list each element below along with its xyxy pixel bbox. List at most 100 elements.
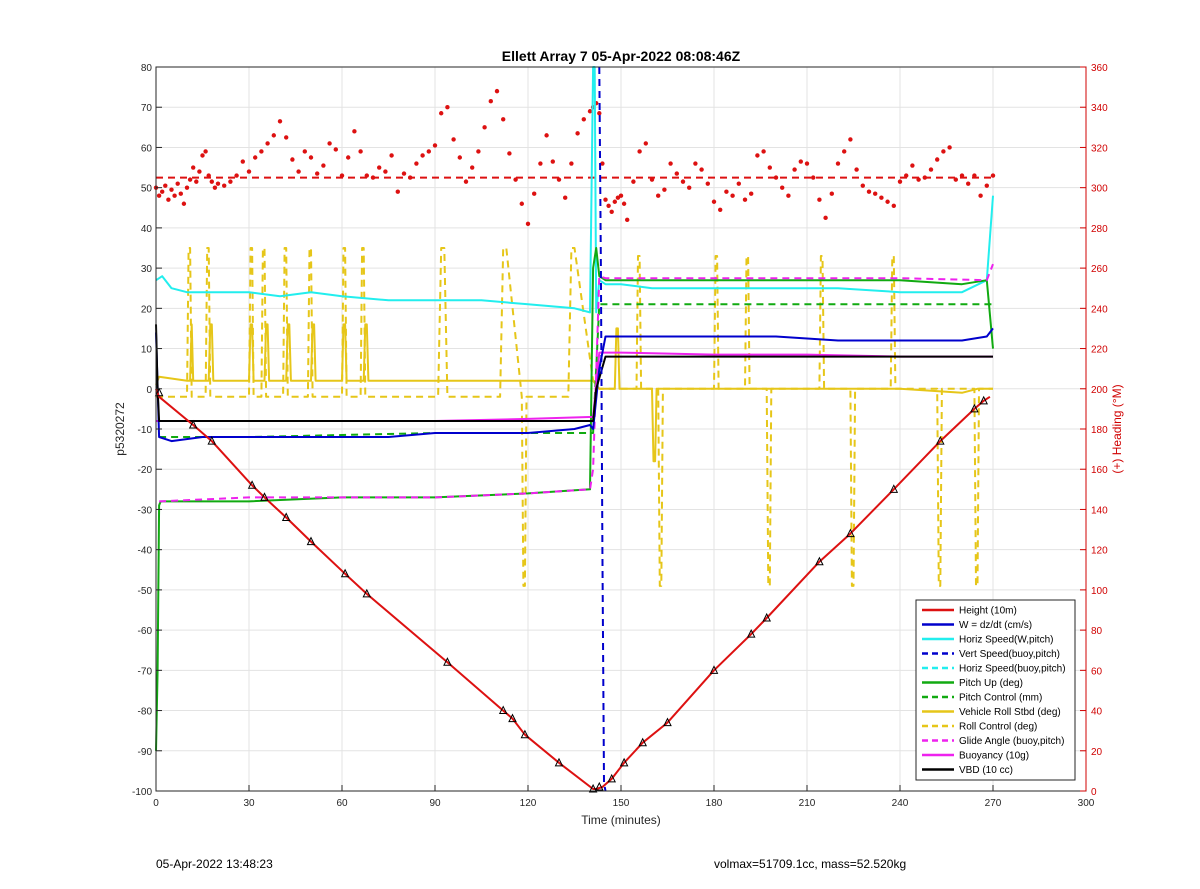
heading-point bbox=[904, 173, 909, 178]
height-marker bbox=[709, 665, 719, 674]
heading-point bbox=[414, 161, 419, 166]
heading-point bbox=[606, 203, 611, 208]
y-tick-label: -90 bbox=[138, 747, 153, 758]
heading-point bbox=[643, 141, 648, 146]
x-tick-label: 120 bbox=[520, 798, 537, 809]
chart-title: Ellett Array 7 05-Apr-2022 08:08:46Z bbox=[502, 48, 741, 64]
heading-point bbox=[711, 199, 717, 204]
y-tick-label: -20 bbox=[138, 465, 153, 476]
heading-point bbox=[234, 173, 239, 178]
heading-point bbox=[228, 179, 233, 184]
heading-point bbox=[352, 129, 357, 134]
x-tick-label: 210 bbox=[799, 798, 816, 809]
series-line-vbd-10-cc bbox=[155, 324, 993, 422]
heading-point bbox=[798, 159, 803, 164]
y-tick-label: 50 bbox=[141, 184, 153, 195]
y-right-tick-label: 280 bbox=[1091, 224, 1108, 235]
height-marker bbox=[554, 757, 564, 767]
y-tick-label: 80 bbox=[141, 63, 153, 74]
heading-point bbox=[494, 88, 500, 94]
heading-point bbox=[445, 105, 450, 110]
y-right-tick-label: 100 bbox=[1091, 586, 1108, 597]
heading-point bbox=[928, 167, 934, 172]
legend-label: Horiz Speed(W,pitch) bbox=[959, 635, 1053, 646]
heading-point bbox=[885, 199, 890, 204]
height-marker bbox=[594, 781, 604, 791]
height-marker bbox=[188, 419, 198, 429]
legend-label: W = dz/dt (cm/s) bbox=[959, 620, 1032, 631]
heading-point bbox=[532, 191, 537, 196]
heading-point bbox=[984, 183, 989, 188]
heading-point bbox=[811, 175, 816, 180]
y-tick-label: 0 bbox=[146, 385, 152, 396]
heading-point bbox=[470, 165, 475, 170]
y-right-tick-label: 20 bbox=[1091, 747, 1103, 758]
y-tick-label: 70 bbox=[141, 103, 153, 114]
heading-point bbox=[346, 155, 351, 160]
x-tick-label: 300 bbox=[1078, 798, 1095, 809]
heading-point bbox=[206, 173, 211, 178]
heading-point bbox=[327, 141, 332, 146]
heading-point bbox=[600, 161, 605, 166]
heading-point bbox=[755, 153, 760, 158]
heading-point bbox=[637, 149, 642, 154]
heading-point bbox=[724, 189, 729, 194]
heading-point bbox=[501, 117, 506, 122]
legend-label: Roll Control (deg) bbox=[959, 722, 1037, 733]
legend-label: Horiz Speed(buoy,pitch) bbox=[959, 664, 1066, 675]
heading-point bbox=[916, 177, 921, 182]
y-right-tick-label: 300 bbox=[1091, 184, 1108, 195]
height-marker bbox=[508, 713, 517, 723]
heading-point bbox=[563, 195, 568, 200]
legend-label: Height (10m) bbox=[959, 606, 1017, 617]
heading-point bbox=[519, 201, 524, 206]
heading-point bbox=[569, 161, 574, 166]
heading-point bbox=[990, 173, 996, 178]
y-tick-label: 40 bbox=[141, 224, 153, 235]
y-axis-right-label: (+) Heading (°M) bbox=[1110, 384, 1124, 473]
heading-point bbox=[860, 183, 865, 188]
heading-point bbox=[476, 149, 481, 154]
height-marker bbox=[762, 612, 772, 622]
heading-point bbox=[835, 161, 841, 166]
x-axis-label: Time (minutes) bbox=[581, 813, 661, 827]
heading-point bbox=[358, 149, 363, 154]
heading-point bbox=[625, 217, 630, 223]
height-marker bbox=[207, 435, 217, 445]
series-layer bbox=[153, 66, 996, 793]
heading-point bbox=[209, 179, 214, 184]
height-marker bbox=[281, 512, 291, 521]
legend-label: Pitch Up (deg) bbox=[959, 678, 1023, 689]
heading-point bbox=[181, 201, 187, 206]
heading-point bbox=[259, 149, 264, 154]
heading-point bbox=[609, 209, 614, 214]
y-right-tick-label: 40 bbox=[1091, 707, 1103, 718]
heading-point bbox=[767, 165, 772, 170]
heading-point bbox=[854, 167, 859, 172]
y-tick-label: -60 bbox=[138, 626, 153, 637]
heading-point bbox=[817, 197, 822, 202]
heading-point bbox=[420, 153, 425, 158]
heading-point bbox=[603, 197, 608, 202]
heading-point bbox=[829, 191, 834, 196]
heading-point bbox=[277, 119, 283, 124]
heading-point bbox=[848, 137, 853, 142]
heading-point bbox=[339, 173, 345, 178]
heading-point bbox=[550, 159, 555, 164]
heading-point bbox=[457, 155, 462, 160]
heading-point bbox=[200, 153, 205, 158]
height-marker bbox=[498, 705, 508, 715]
heading-point bbox=[718, 207, 723, 212]
heading-point bbox=[265, 141, 270, 146]
heading-point bbox=[212, 185, 218, 190]
heading-point bbox=[203, 149, 208, 154]
heading-point bbox=[662, 187, 667, 192]
heading-point bbox=[488, 98, 493, 104]
heading-point bbox=[786, 193, 791, 198]
heading-point bbox=[736, 181, 741, 186]
y-tick-label: -100 bbox=[132, 787, 152, 798]
y-tick-label: 20 bbox=[141, 304, 153, 315]
heading-point bbox=[271, 133, 276, 138]
heading-point bbox=[597, 111, 602, 116]
heading-point bbox=[290, 157, 295, 162]
